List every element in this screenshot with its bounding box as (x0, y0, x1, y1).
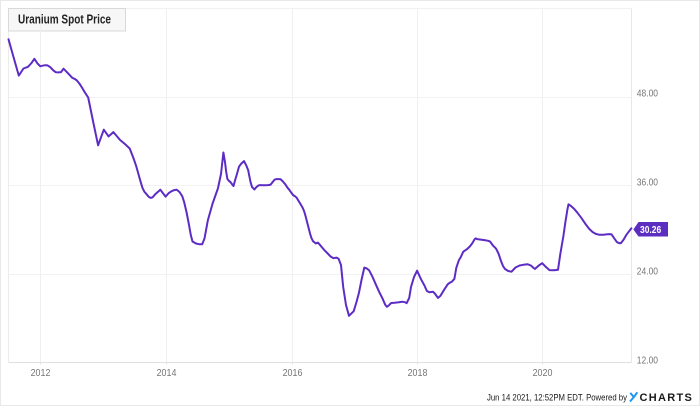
svg-text:36.00: 36.00 (637, 176, 658, 188)
svg-text:30.26: 30.26 (640, 225, 662, 236)
svg-text:48.00: 48.00 (637, 87, 658, 99)
svg-text:2018: 2018 (408, 367, 428, 379)
svg-text:2016: 2016 (283, 367, 303, 379)
svg-text:24.00: 24.00 (637, 266, 658, 278)
svg-text:12.00: 12.00 (637, 355, 658, 367)
svg-text:2020: 2020 (533, 367, 553, 379)
svg-text:2014: 2014 (157, 367, 177, 379)
svg-text:CHARTS: CHARTS (640, 392, 694, 404)
svg-text:Uranium Spot Price: Uranium Spot Price (18, 13, 111, 27)
svg-text:Jun 14 2021, 12:52PM EDT. Powe: Jun 14 2021, 12:52PM EDT. Powered by (487, 393, 628, 403)
svg-text:2012: 2012 (31, 367, 51, 379)
